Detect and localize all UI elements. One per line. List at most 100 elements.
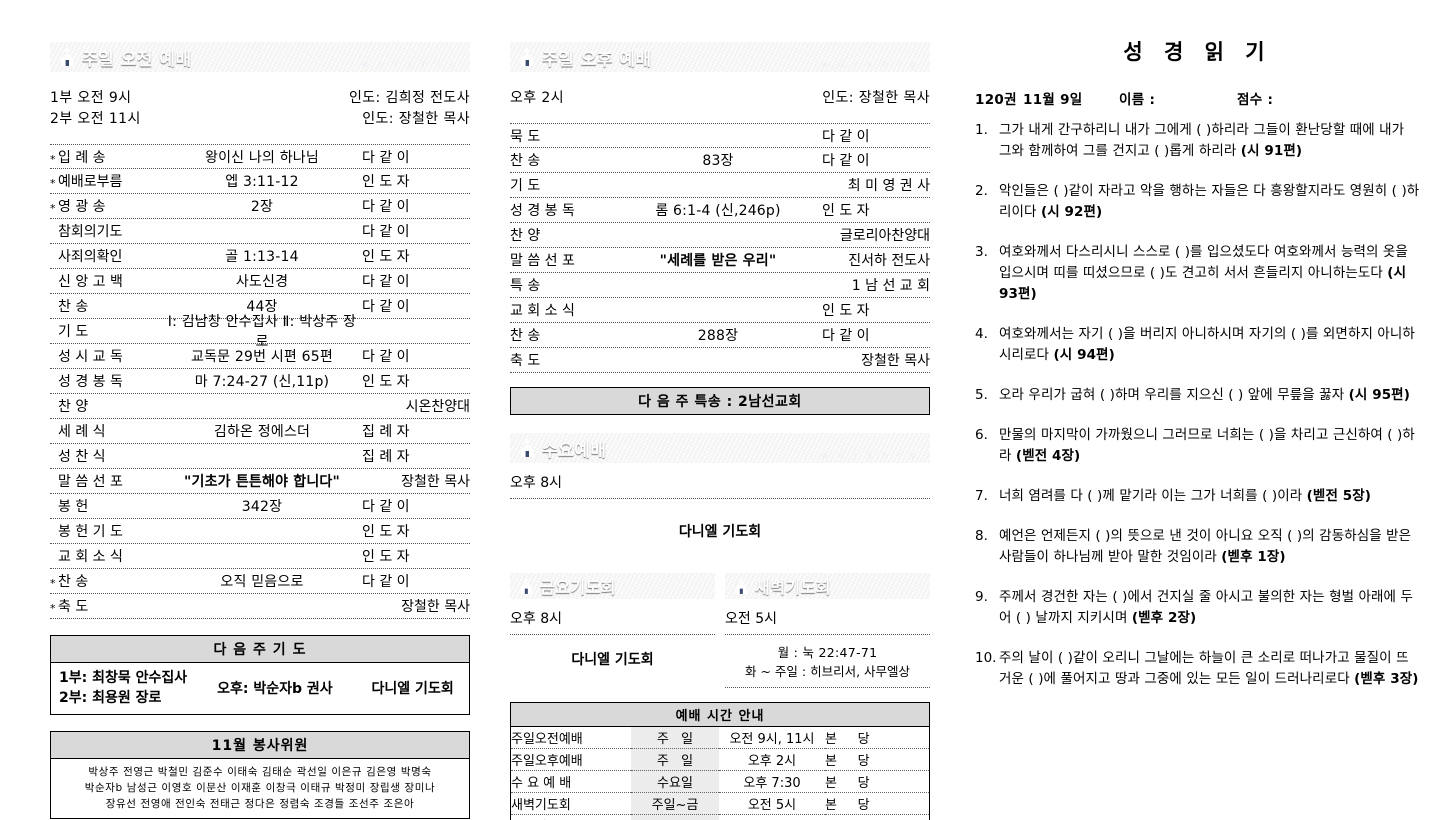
standing-marker [50, 354, 58, 359]
volunteer-row: 장유선 전영애 전인숙 전태근 정다은 정렴숙 조경들 조선주 조은아 [105, 798, 415, 810]
service-leader-2: 인도: 장철한 목사 [362, 111, 470, 127]
bible-question-text: 예언은 언제든지 ( )의 뜻으로 낸 것이 아니요 오직 ( )의 감동하심을… [999, 528, 1412, 565]
bible-question: 9. 주께서 경건한 자는 ( )에서 건지실 줄 아시고 불의한 자는 형벌 아… [975, 587, 1420, 629]
schedule-row: 금요기도회금요일오후 8시본 당 [511, 814, 929, 820]
order-performer: 다 같 이 [822, 153, 870, 169]
bible-reference: (벧후 3장) [1354, 671, 1419, 687]
bible-reference: (시 91편) [1240, 143, 1303, 159]
standing-marker [50, 229, 58, 234]
order-performer: 다 같 이 [822, 128, 870, 145]
church-icon [59, 47, 76, 67]
standing-marker: * [50, 577, 56, 590]
order-row: 세 례 식 김하온 정에스더 집 례 자 [50, 419, 470, 444]
order-detail: 342장 [241, 499, 283, 515]
bible-question-text: 악인들은 ( )같이 자라고 악을 행하는 자들은 다 흥왕할지라도 영원히 (… [999, 183, 1420, 220]
order-row: 말 씀 선 포 "기초가 튼튼해야 합니다" 장철한 목사 [50, 469, 470, 494]
order-performer: 인 도 자 [822, 203, 870, 219]
order-label: 축 도 [58, 599, 89, 615]
order-performer: 다 같 이 [362, 499, 410, 515]
order-row: 말 씀 선 포 "세례를 받은 우리" 진서하 전도사 [510, 248, 930, 273]
order-performer: 진서하 전도사 [848, 253, 930, 269]
order-label: 성 시 교 독 [58, 349, 123, 365]
dawn-banner: 새벽기도회 [725, 573, 930, 599]
bible-reference: (시 93편) [999, 265, 1407, 302]
order-performer: 1 남 선 교 회 [851, 278, 930, 294]
order-detail: 오직 믿음으로 [220, 574, 304, 590]
schedule-service-name: 금요기도회 [511, 814, 631, 820]
column-sunday-morning: 주일 오전 예배 w o r s h i p 1부 오전 9시 인도: 김희정 … [50, 0, 470, 819]
bible-question-text: 그가 내게 간구하리니 내가 그에게 ( )하리라 그들이 환난당할 때에 내가… [999, 122, 1405, 159]
order-label: 찬 송 [58, 574, 89, 590]
bible-question-number: 7. [975, 488, 988, 504]
standing-marker [50, 529, 58, 534]
score-field-label: 점수 : [1237, 92, 1274, 108]
volunteer-row: 박상주 전영근 박철민 김준수 이태숙 김태순 곽선일 이은규 김은영 박명숙 [88, 766, 432, 778]
bible-question: 7. 너희 염려를 다 ( )께 맡기라 이는 그가 너희를 ( )이라 (벧전 … [975, 486, 1420, 507]
standing-marker: * [50, 202, 56, 215]
schedule-place: 본 당 [825, 814, 929, 820]
order-performer: 인 도 자 [362, 174, 410, 190]
schedule-place: 본 당 [825, 770, 929, 793]
order-label: 성 경 봉 독 [58, 374, 123, 390]
bible-question-text: 오라 우리가 굽혀 ( )하며 우리를 지으신 ( ) 앞에 무릎을 꿇자 (시… [999, 387, 1410, 403]
morning-order-of-service: * 입 례 송 왕이신 나의 하나님 다 같 이 * 예배로부름 엡 3:11-12 인 도 … [50, 144, 470, 619]
bible-question-text: 여호와께서 다스리시니 스스로 ( )를 입으셨도다 여호와께서 능력의 옷을 … [999, 244, 1408, 302]
banner-title: 주일 오후 예배 [542, 49, 652, 70]
schedule-time: 오후 2시 [719, 748, 825, 771]
order-performer: 시온찬양대 [405, 399, 470, 415]
prayer-part2: 2부: 최용원 장로 [59, 690, 162, 706]
bible-question: 8. 예언은 언제든지 ( )의 뜻으로 낸 것이 아니요 오직 ( )의 감동하… [975, 526, 1420, 568]
order-performer: 다 같 이 [362, 349, 410, 365]
standing-marker [50, 554, 58, 559]
schedule-time: 오후 7:30 [719, 770, 825, 793]
standing-marker [50, 279, 58, 284]
order-label: 입 례 송 [58, 149, 106, 166]
order-detail: "기초가 튼튼해야 합니다" [184, 474, 340, 490]
bible-question-text: 주께서 경건한 자는 ( )에서 건지실 줄 아시고 불의한 자는 형벌 아래에… [999, 589, 1413, 626]
prayer-daniel: 다니엘 기도회 [371, 681, 454, 697]
wednesday-time: 오후 8시 [510, 463, 930, 499]
order-performer: 인 도 자 [362, 549, 410, 565]
bible-question-number: 10. [975, 650, 997, 666]
order-row: * 찬 송 오직 믿음으로 다 같 이 [50, 569, 470, 594]
morning-leaders: 1부 오전 9시 인도: 김희정 전도사 2부 오전 11시 인도: 장철한 목… [50, 88, 470, 130]
friday-banner: 금요기도회 [510, 573, 715, 599]
date-label: 11월 9일 [1023, 92, 1083, 108]
wednesday-banner: 수요예배 w o r s h i p [510, 433, 930, 463]
order-label: 찬 송 [510, 153, 541, 169]
name-field-label: 이름 : [1119, 92, 1156, 108]
schedule-day: 금요일 [631, 814, 719, 820]
bible-question-number: 9. [975, 589, 988, 605]
bible-question-number: 1. [975, 122, 988, 138]
order-row: 축 도 장철한 목사 [510, 348, 930, 373]
bible-question: 3. 여호와께서 다스리시니 스스로 ( )를 입으셨도다 여호와께서 능력의 옷… [975, 242, 1420, 305]
schedule-day: 주일~금 [631, 792, 719, 815]
order-detail: 왕이신 나의 하나님 [205, 149, 319, 166]
order-performer: 인 도 자 [822, 303, 870, 319]
afternoon-leader: 인도: 장철한 목사 [822, 90, 930, 106]
afternoon-time: 오후 2시 [510, 90, 564, 106]
friday-prayer-block: 금요기도회 오후 8시 다니엘 기도회 [510, 573, 715, 688]
standing-marker [50, 379, 58, 384]
order-detail: 288장 [697, 328, 739, 344]
order-detail: 마 7:24-27 (신,11p) [194, 374, 330, 390]
order-performer: 장철한 목사 [861, 353, 930, 369]
standing-marker [50, 404, 58, 409]
banner-subtitle: w o r s h i p [821, 451, 920, 460]
order-performer: 다 같 이 [362, 299, 410, 315]
wednesday-program: 다니엘 기도회 [678, 524, 762, 540]
banner-subtitle: w o r s h i p [821, 60, 920, 69]
order-detail: 2장 [250, 199, 274, 215]
worship-schedule-table: 예배 시간 안내 주일오전예배 주 일 오전 9시, 11시 본 당 주일오후예배 주 일… [510, 702, 930, 820]
order-detail: 83장 [702, 153, 734, 169]
friday-program: 다니엘 기도회 [571, 652, 654, 668]
order-performer: 집 례 자 [362, 449, 410, 465]
service-leader-1: 인도: 김희정 전도사 [348, 90, 470, 106]
banner-title: 수요예배 [542, 440, 607, 461]
order-row: 성 경 봉 독 마 7:24-27 (신,11p) 인 도 자 [50, 369, 470, 394]
order-label: 특 송 [510, 278, 541, 294]
